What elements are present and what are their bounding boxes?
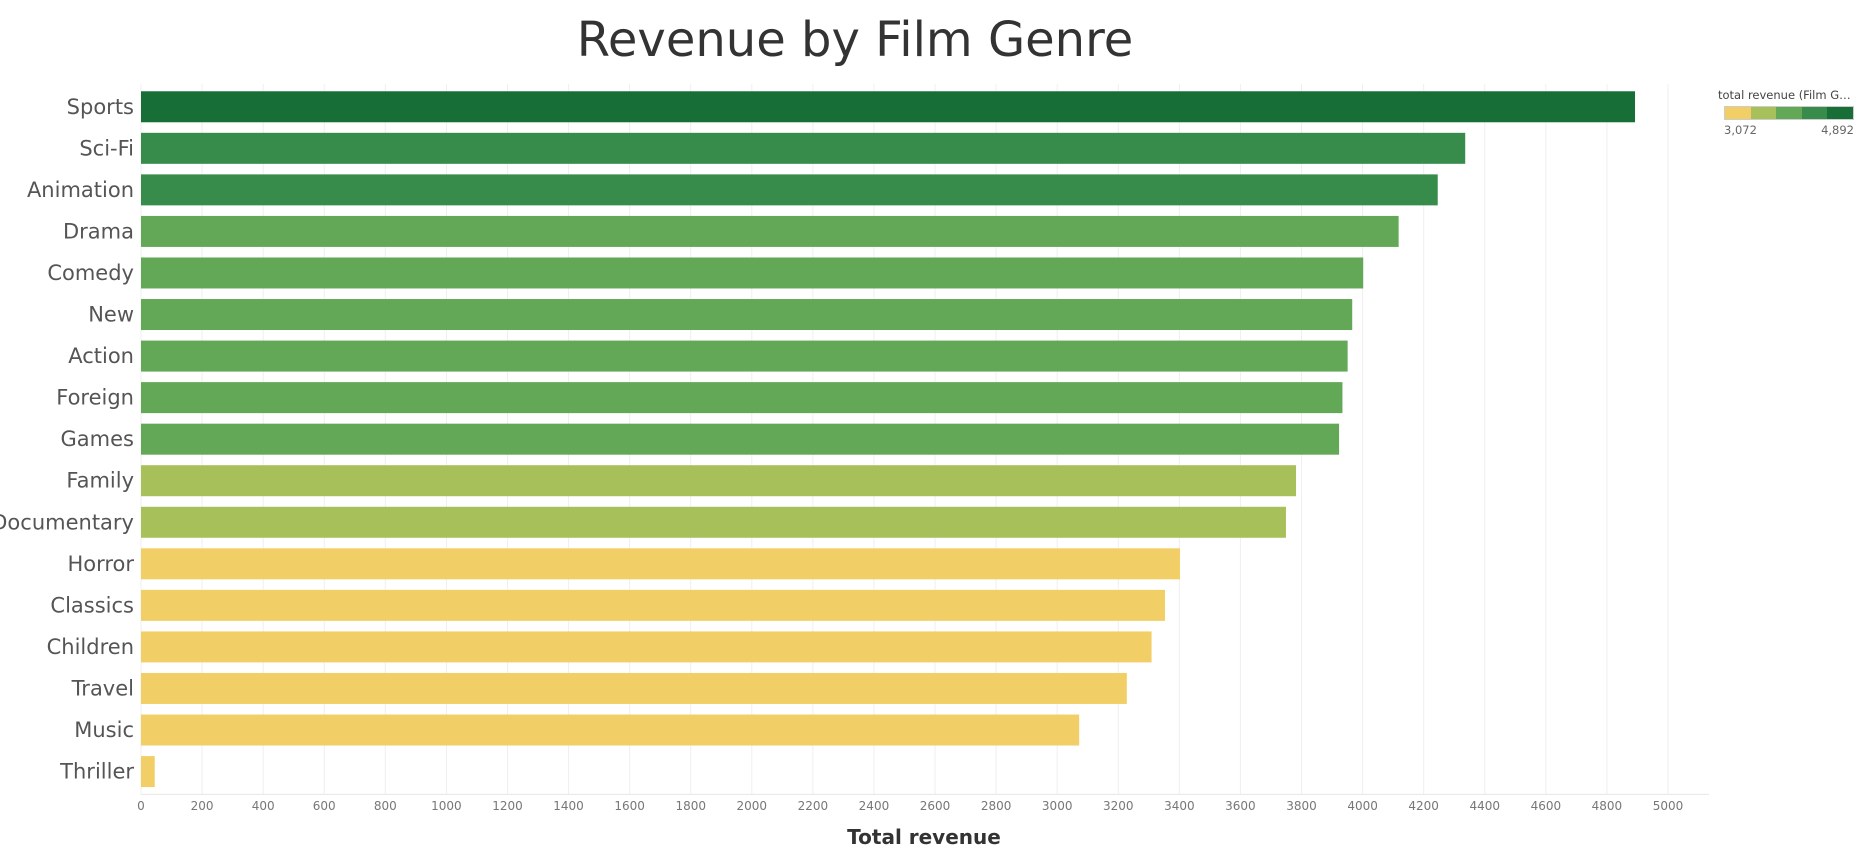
x-tick-label: 0	[137, 799, 145, 813]
x-tick-label: 2800	[981, 799, 1012, 813]
x-tick-label: 400	[252, 799, 275, 813]
legend-color-ramp	[1724, 106, 1854, 120]
x-tick-label: 2600	[920, 799, 951, 813]
x-tick-label: 3600	[1225, 799, 1256, 813]
bar-documentary[interactable]	[141, 506, 1286, 538]
category-label: Classics	[50, 593, 134, 617]
category-label: Action	[68, 344, 134, 368]
category-labels: Sports Sci-Fi Animation Drama Comedy New Actio…	[0, 95, 134, 784]
bar-animation[interactable]	[141, 174, 1438, 206]
bar-action[interactable]	[141, 340, 1348, 372]
x-tick-label: 2000	[737, 799, 768, 813]
x-tick-label: 3800	[1286, 799, 1317, 813]
bar-new[interactable]	[141, 299, 1353, 331]
bar-thriller[interactable]	[141, 756, 155, 788]
legend-color-step	[1750, 107, 1777, 119]
x-tick-label: 4200	[1408, 799, 1439, 813]
bar-travel[interactable]	[141, 672, 1127, 704]
bar-games[interactable]	[141, 423, 1340, 455]
category-label: Foreign	[56, 386, 134, 410]
x-tick-label: 1200	[492, 799, 523, 813]
bar-family[interactable]	[141, 465, 1297, 497]
x-tick-label: 3000	[1042, 799, 1073, 813]
category-label: Music	[74, 718, 134, 742]
x-tick-label: 1000	[431, 799, 462, 813]
category-label: Documentary	[0, 510, 134, 534]
bars	[141, 91, 1636, 788]
x-tick-label: 4400	[1469, 799, 1500, 813]
bar-drama[interactable]	[141, 215, 1399, 247]
x-tick-label: 1600	[614, 799, 645, 813]
x-tick-label: 5000	[1653, 799, 1684, 813]
chart-title: Revenue by Film Genre	[576, 12, 1134, 68]
x-tick-label: 600	[313, 799, 336, 813]
x-tick-label: 200	[191, 799, 214, 813]
bar-children[interactable]	[141, 631, 1152, 663]
category-label: Drama	[63, 219, 134, 243]
x-tick-label: 2200	[798, 799, 829, 813]
legend-color-step	[1801, 107, 1828, 119]
x-tick-label: 800	[374, 799, 397, 813]
category-label: Sports	[67, 95, 134, 119]
x-tick-label: 1800	[675, 799, 706, 813]
category-label: Animation	[27, 178, 134, 202]
legend-labels: 3,072 4,892	[1724, 123, 1854, 137]
legend-color-step	[1725, 107, 1751, 119]
legend-color-step	[1827, 107, 1853, 119]
category-label: Travel	[71, 676, 134, 700]
x-tick-label: 4600	[1531, 799, 1562, 813]
category-label: New	[88, 303, 134, 327]
x-tick-label: 2400	[859, 799, 890, 813]
bar-horror[interactable]	[141, 548, 1180, 580]
category-label: Games	[61, 427, 134, 451]
x-tick-label: 4000	[1347, 799, 1378, 813]
legend-min-label: 3,072	[1724, 123, 1757, 137]
legend-title: total revenue (Film Gen..	[1718, 88, 1857, 102]
x-tick-label: 3200	[1103, 799, 1134, 813]
category-label: Horror	[67, 552, 134, 576]
x-tick-label: 1400	[553, 799, 584, 813]
bar-classics[interactable]	[141, 589, 1166, 621]
category-label: Comedy	[47, 261, 134, 285]
category-label: Children	[47, 635, 134, 659]
bar-sports[interactable]	[141, 91, 1636, 123]
x-axis-ticks: 0 200 400 600 800 1000 1200 1400 1600 1800 2000 220…	[137, 799, 1683, 813]
category-label: Sci-Fi	[79, 136, 134, 160]
bar-comedy[interactable]	[141, 257, 1364, 289]
bar-music[interactable]	[141, 714, 1080, 746]
color-legend: total revenue (Film Gen.. 3,072 4,892	[1718, 88, 1857, 137]
legend-max-label: 4,892	[1821, 123, 1854, 137]
category-label: Thriller	[59, 760, 134, 784]
category-label: Family	[66, 469, 134, 493]
x-tick-label: 3400	[1164, 799, 1195, 813]
bar-foreign[interactable]	[141, 382, 1343, 414]
x-axis-title: Total revenue	[847, 825, 1001, 849]
x-tick-label: 4800	[1592, 799, 1623, 813]
legend-color-step	[1776, 107, 1802, 119]
bar-sci-fi[interactable]	[141, 132, 1466, 164]
